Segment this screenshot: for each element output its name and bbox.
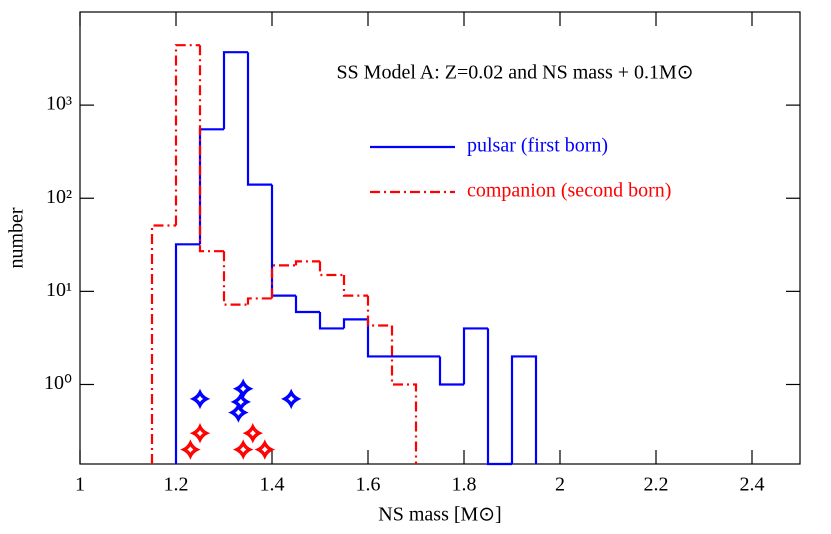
histogram-step — [198, 45, 224, 253]
y-tick-label: 10² — [46, 186, 72, 208]
x-tick-label: 1.2 — [164, 474, 189, 496]
histogram-step — [198, 128, 224, 245]
histogram-step — [318, 312, 344, 330]
legend-label: companion (second born) — [467, 180, 671, 202]
star-marker — [228, 402, 249, 423]
histogram-step — [174, 44, 200, 226]
histogram-step — [294, 295, 320, 314]
histogram-step — [510, 355, 538, 464]
histogram-step — [342, 274, 368, 297]
x-tick-label: 2.2 — [644, 474, 669, 496]
y-tick-label: 10¹ — [46, 279, 72, 301]
histogram-step — [246, 52, 272, 186]
star-marker — [254, 439, 276, 460]
histogram-step — [462, 327, 488, 385]
star-marker — [180, 439, 201, 460]
histogram-step — [246, 297, 272, 305]
chart-title: SS Model A: Z=0.02 and NS mass + 0.1M⊙ — [336, 62, 693, 84]
histogram-step — [390, 325, 418, 464]
plot-frame — [79, 11, 801, 465]
x-tick-label: 1.4 — [260, 474, 285, 496]
x-tick-label: 1.8 — [452, 474, 477, 496]
histogram-step — [222, 51, 248, 130]
histogram-step — [486, 328, 512, 466]
x-tick-label: 2.4 — [740, 474, 765, 496]
x-tick-label: 1.6 — [356, 474, 381, 496]
histogram-step — [174, 243, 200, 464]
histogram-step — [150, 224, 176, 464]
star-marker — [189, 388, 211, 410]
star-marker — [232, 439, 254, 460]
histogram-step — [294, 260, 320, 266]
histogram-step — [366, 295, 392, 327]
y-tick-label: 10⁰ — [44, 372, 72, 394]
histogram-step — [270, 184, 296, 297]
x-axis-label: NS mass [M⊙] — [378, 504, 501, 526]
x-tick-label: 1 — [75, 474, 85, 496]
star-marker — [280, 388, 302, 410]
star-marker — [242, 422, 264, 444]
histogram-step — [438, 356, 464, 386]
histogram-step — [318, 261, 344, 277]
histogram-step — [270, 264, 296, 299]
y-tick-label: 10³ — [46, 93, 72, 115]
y-axis-label: number — [6, 207, 28, 268]
star-marker — [232, 378, 254, 400]
legend-label: pulsar (first born) — [467, 135, 608, 157]
histogram-step — [366, 319, 392, 358]
histogram-step — [222, 251, 248, 306]
star-marker — [189, 422, 211, 444]
histogram-step — [342, 318, 368, 329]
x-tick-label: 2 — [555, 474, 565, 496]
